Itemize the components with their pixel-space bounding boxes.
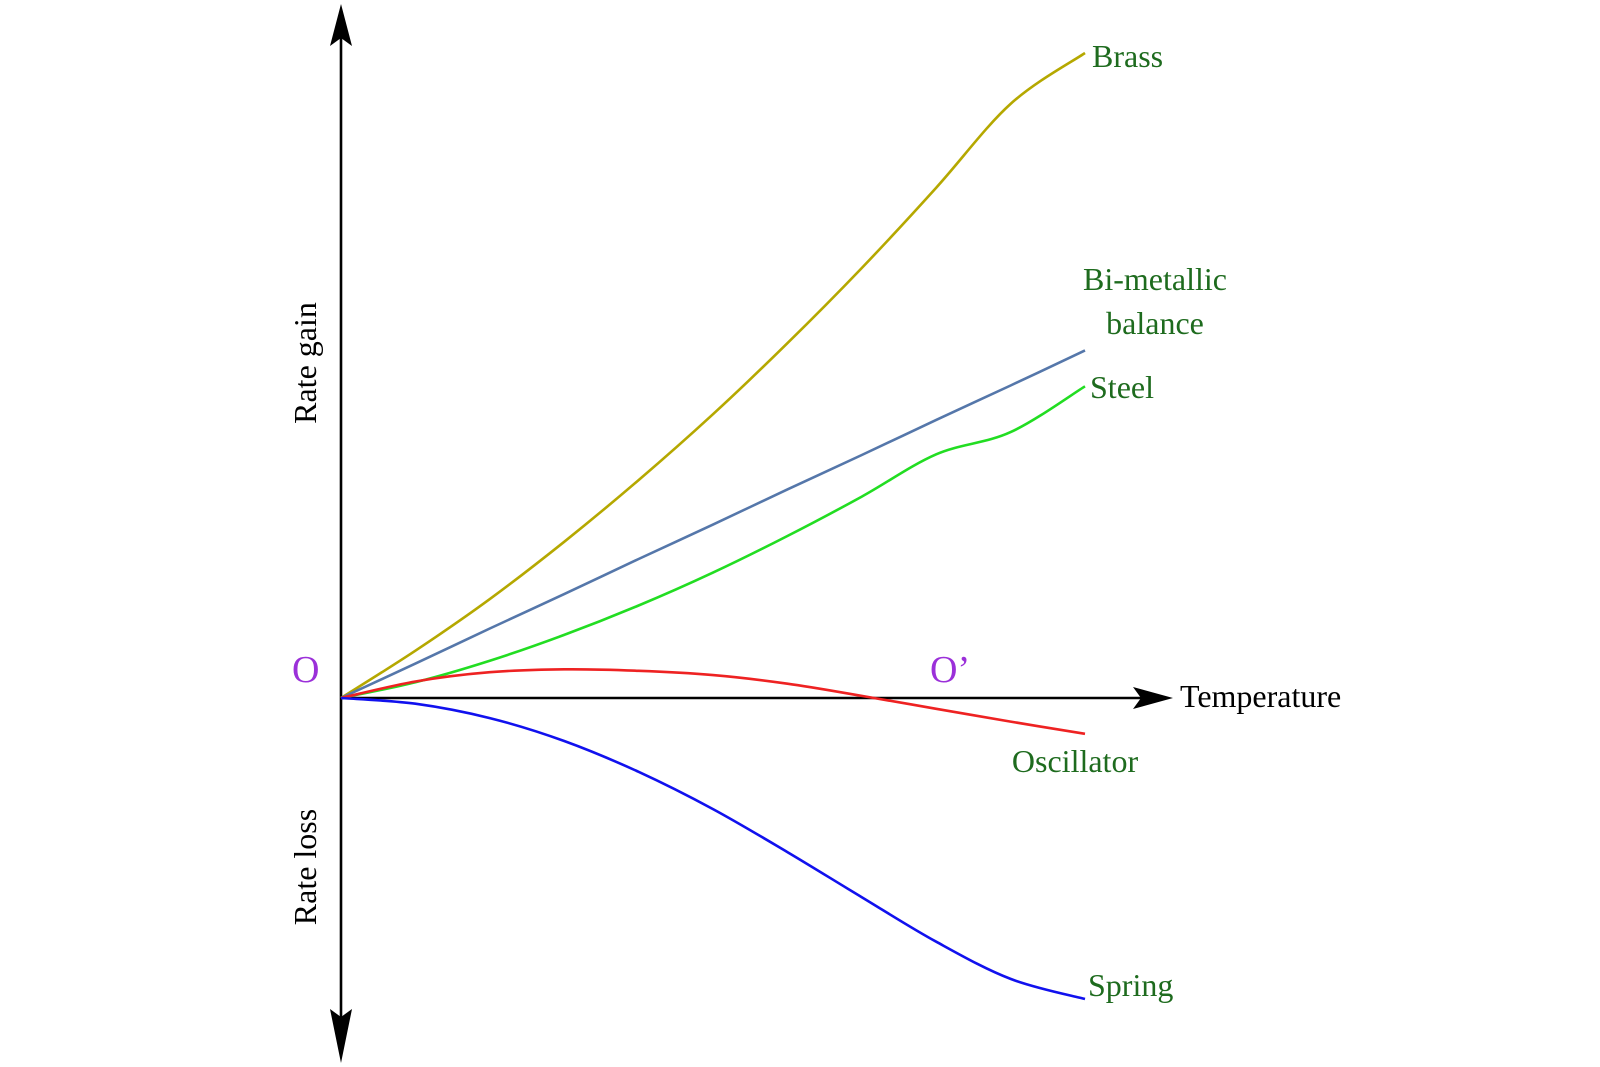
series-label-oscillator: Oscillator <box>1012 743 1139 779</box>
origin-label: O <box>292 649 319 691</box>
x-axis-arrow-right-icon <box>1133 687 1173 709</box>
series-line-bi-metallic-balance <box>340 349 1086 700</box>
series-label-line: Spring <box>1088 967 1173 1003</box>
y-axis-label-rate-gain: Rate gain <box>287 302 323 424</box>
series-label-line: Oscillator <box>1012 743 1139 779</box>
series-label-spring: Spring <box>1088 967 1173 1003</box>
series-label-line: Steel <box>1090 369 1154 405</box>
y-axis-label-rate-loss: Rate loss <box>287 809 323 925</box>
series-line-steel <box>340 385 1086 700</box>
series-label-line: Brass <box>1092 38 1163 74</box>
y-axis-arrow-down-icon <box>330 1009 352 1063</box>
x-axis-label: Temperature <box>1180 678 1341 714</box>
series-line-oscillator <box>340 667 1086 736</box>
series-label-steel: Steel <box>1090 369 1154 405</box>
series-line-brass <box>340 51 1086 700</box>
axes <box>330 4 1173 1063</box>
series-label-bi-metallic-balance: Bi-metallic balance <box>1083 261 1227 341</box>
series-labels: Brass Bi-metallic balance Steel Oscillator Sp… <box>1012 38 1227 1003</box>
series-line-spring <box>340 696 1086 1001</box>
series-label-line: Bi-metallic <box>1083 261 1227 297</box>
y-axis-arrow-up-icon <box>330 4 352 46</box>
series-label-brass: Brass <box>1092 38 1163 74</box>
crossing-point-label: O’ <box>930 649 970 691</box>
series-label-line: balance <box>1106 305 1204 341</box>
series-layer <box>340 51 1086 1001</box>
